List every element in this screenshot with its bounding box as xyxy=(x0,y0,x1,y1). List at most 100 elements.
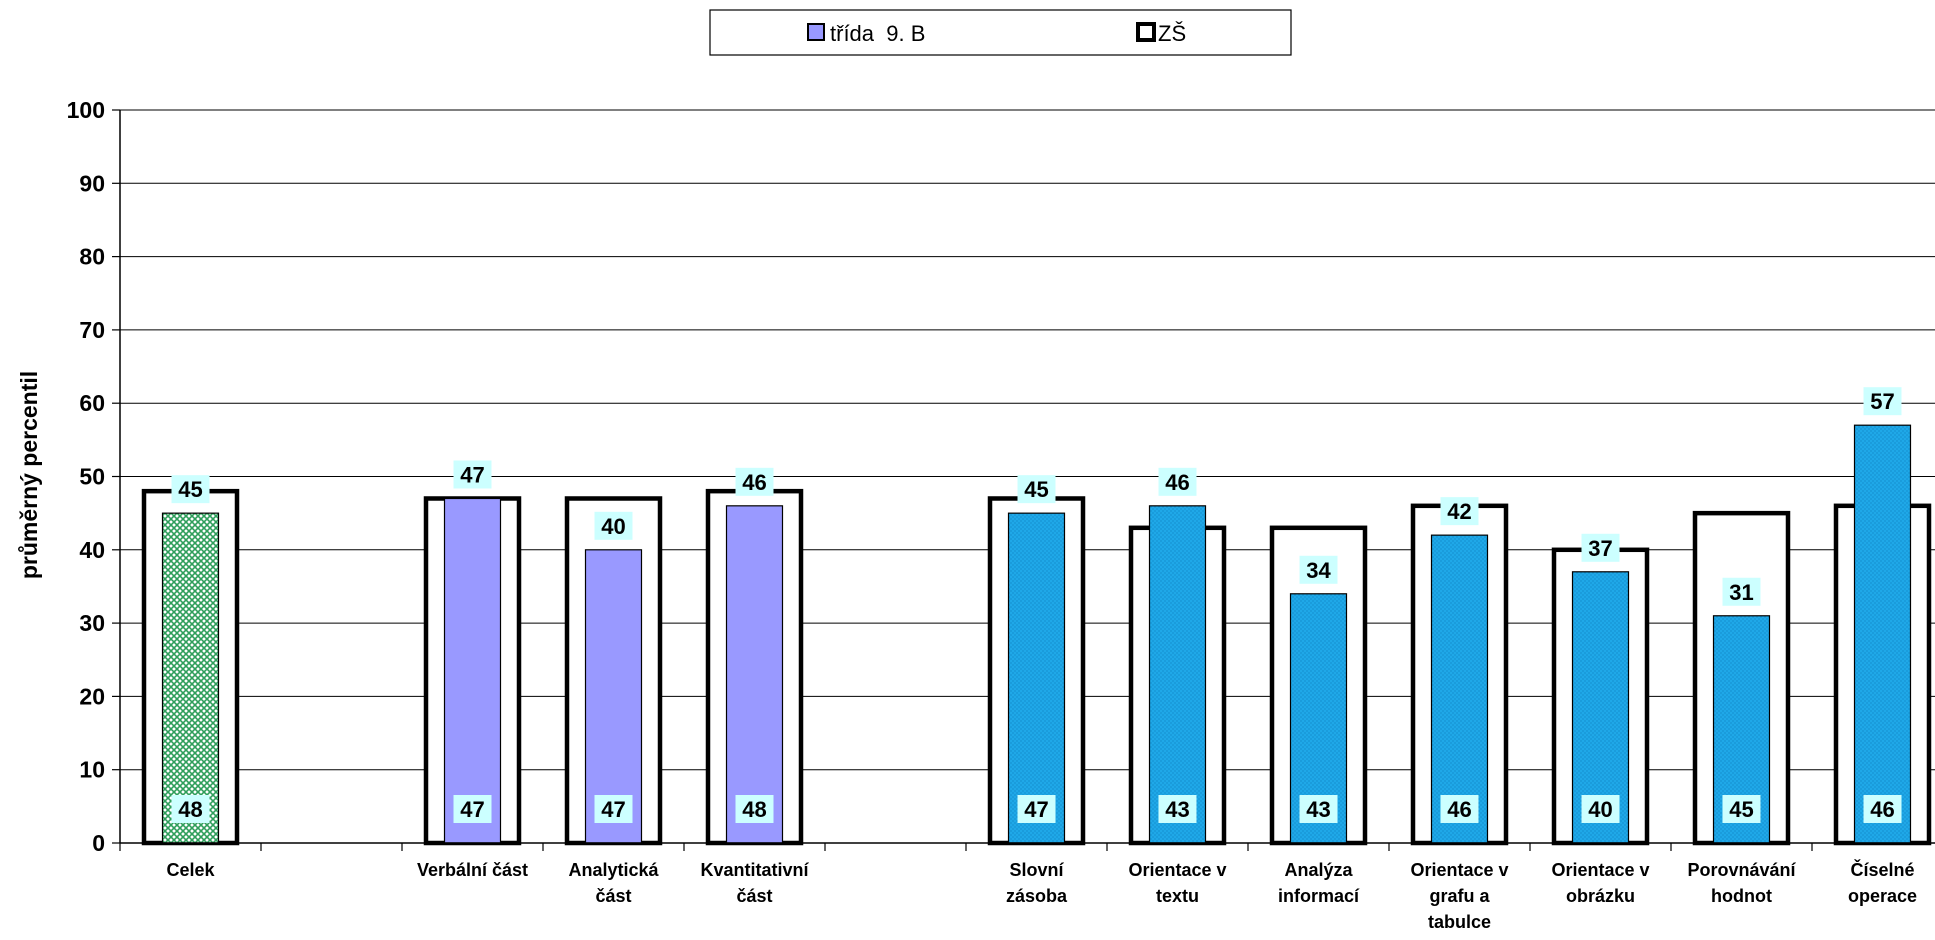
category-label: část xyxy=(736,886,772,906)
data-label-bg xyxy=(1722,577,1761,606)
class-bar xyxy=(725,505,784,844)
data-label-bg xyxy=(594,511,633,540)
data-label-bg xyxy=(171,475,210,504)
data-label-bg xyxy=(1722,795,1761,823)
category-label: Analytická xyxy=(568,860,659,880)
data-label: 57 xyxy=(1863,387,1902,416)
data-label: 34 xyxy=(1299,555,1338,584)
class-bar xyxy=(1853,424,1912,844)
data-label-text: 42 xyxy=(1447,499,1471,524)
y-axis-ticks: 0 10 20 30 40 50 60 70 80 90 100 xyxy=(67,97,120,856)
data-label-bg xyxy=(1158,795,1197,823)
legend: třída 9. B ZŠ xyxy=(709,9,1292,56)
data-label-bg xyxy=(1017,795,1056,823)
data-label-bg xyxy=(1581,795,1620,823)
axes xyxy=(119,110,1935,851)
category-label: zásoba xyxy=(1006,886,1068,906)
class-bar xyxy=(1148,505,1207,844)
category-label: obrázku xyxy=(1566,886,1635,906)
legend-label-school: ZŠ xyxy=(1158,21,1186,46)
data-label-bg xyxy=(171,795,210,823)
data-label: 48 xyxy=(735,795,774,823)
category-label: část xyxy=(595,886,631,906)
data-label-bg xyxy=(1299,555,1338,584)
data-label: 46 xyxy=(1440,795,1479,823)
class-bar xyxy=(1007,512,1066,844)
data-label: 45 xyxy=(1722,795,1761,823)
data-label-bg xyxy=(1863,795,1902,823)
y-tick-label: 100 xyxy=(67,97,105,123)
data-label-bg xyxy=(453,460,492,489)
data-label-text: 57 xyxy=(1870,389,1894,414)
class-bar xyxy=(161,512,220,844)
data-label-text: 46 xyxy=(1165,470,1189,495)
data-label: 45 xyxy=(171,475,210,504)
data-label-bg xyxy=(1299,795,1338,823)
y-tick-label: 60 xyxy=(79,390,105,416)
data-label-text: 47 xyxy=(460,462,484,487)
y-tick-label: 70 xyxy=(79,317,105,343)
category-label: Verbální část xyxy=(417,860,528,880)
category-label: informací xyxy=(1278,886,1360,906)
data-label-text: 43 xyxy=(1165,797,1189,822)
category-label: grafu a xyxy=(1429,886,1490,906)
data-label-text: 46 xyxy=(742,470,766,495)
data-label: 47 xyxy=(453,460,492,489)
legend-box xyxy=(709,9,1292,56)
data-label-text: 46 xyxy=(1447,797,1471,822)
data-label-text: 46 xyxy=(1870,797,1894,822)
data-label: 47 xyxy=(453,795,492,823)
data-label: 46 xyxy=(735,467,774,496)
data-label-bg xyxy=(1440,497,1479,526)
y-tick-label: 30 xyxy=(79,610,105,636)
data-label-text: 31 xyxy=(1729,580,1753,605)
y-axis-label: průměrný percentil xyxy=(16,371,42,579)
data-label-bg xyxy=(1440,795,1479,823)
data-label-bg xyxy=(1158,467,1197,496)
legend-label-class: třída 9. B xyxy=(830,21,925,46)
data-label-text: 47 xyxy=(460,797,484,822)
data-label: 46 xyxy=(1863,795,1902,823)
data-label: 47 xyxy=(1017,795,1056,823)
data-label: 37 xyxy=(1581,533,1620,562)
data-label-text: 37 xyxy=(1588,536,1612,561)
category-label: Orientace v xyxy=(1410,860,1508,880)
data-label-bg xyxy=(1863,387,1902,416)
x-axis-categories: Celek Verbální část Analytická část Kvantita… xyxy=(166,859,1917,932)
category-label: Orientace v xyxy=(1551,860,1649,880)
data-label-text: 45 xyxy=(178,477,202,502)
category-label: hodnot xyxy=(1711,886,1772,906)
category-label: Porovnávání xyxy=(1687,860,1796,880)
data-label-bg xyxy=(1017,475,1056,504)
data-label: 47 xyxy=(594,795,633,823)
data-label-bg xyxy=(735,467,774,496)
data-label: 40 xyxy=(1581,795,1620,823)
y-tick-label: 40 xyxy=(79,537,105,563)
category-label: Kvantitativní xyxy=(700,860,809,880)
data-label: 46 xyxy=(1158,467,1197,496)
y-tick-label: 80 xyxy=(79,244,105,270)
data-label-text: 43 xyxy=(1306,797,1330,822)
category-label: Orientace v xyxy=(1128,860,1226,880)
category-label: Analýza xyxy=(1284,860,1353,880)
data-label-bg xyxy=(1581,533,1620,562)
data-label-text: 45 xyxy=(1024,477,1048,502)
data-label: 45 xyxy=(1017,475,1056,504)
y-tick-label: 20 xyxy=(79,683,105,709)
data-label-text: 47 xyxy=(1024,797,1048,822)
data-label: 43 xyxy=(1299,795,1338,823)
y-tick-label: 0 xyxy=(92,830,105,856)
class-bar xyxy=(584,549,643,844)
data-label-text: 48 xyxy=(742,797,766,822)
data-label-bg xyxy=(453,795,492,823)
data-label: 31 xyxy=(1722,577,1761,606)
legend-swatch-school xyxy=(1136,22,1156,42)
data-label-bg xyxy=(594,795,633,823)
data-label: 40 xyxy=(594,511,633,540)
y-tick-label: 90 xyxy=(79,170,105,196)
data-label: 43 xyxy=(1158,795,1197,823)
data-label-text: 48 xyxy=(178,797,202,822)
y-tick-label: 10 xyxy=(79,757,105,783)
class-bar xyxy=(443,497,502,844)
data-label-text: 34 xyxy=(1306,558,1331,583)
